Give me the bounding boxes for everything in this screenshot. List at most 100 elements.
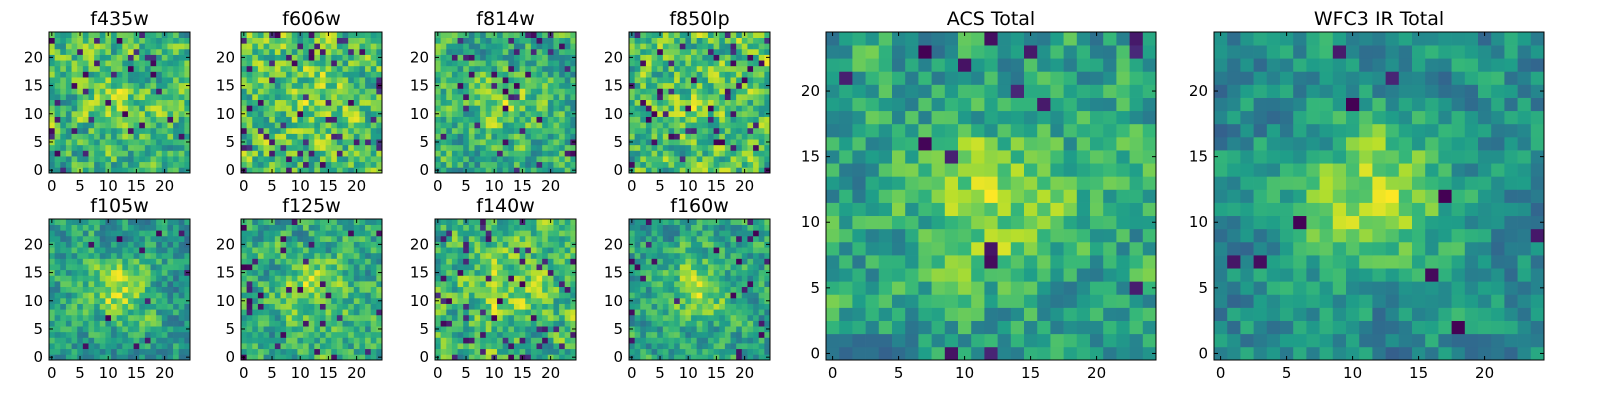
heatmap-cell (325, 309, 332, 316)
heatmap-cell (348, 258, 355, 265)
heatmap-cell (116, 99, 123, 106)
heatmap-cell (94, 116, 101, 123)
x-tick-label: 0 (239, 364, 249, 382)
heatmap-cell (60, 247, 67, 254)
heatmap-cell (150, 105, 157, 112)
heatmap-cell (547, 314, 554, 321)
heatmap-cell (88, 127, 95, 134)
heatmap-cell (303, 326, 310, 333)
heatmap-cell (161, 292, 168, 299)
heatmap-cell (440, 156, 447, 163)
heatmap-cell (674, 269, 681, 276)
heatmap-cell (629, 281, 635, 288)
heatmap-cell (463, 43, 470, 50)
heatmap-cell (370, 82, 377, 89)
heatmap-cell (71, 127, 78, 134)
heatmap-cell (741, 43, 748, 50)
heatmap-cell (331, 82, 338, 89)
heatmap-cell (463, 320, 470, 327)
heatmap-cell (178, 297, 185, 304)
heatmap-cell (263, 331, 270, 338)
heatmap-cell (736, 144, 743, 151)
heatmap-cell (564, 94, 571, 101)
heatmap-cell (508, 32, 515, 38)
heatmap-cell (719, 71, 726, 78)
heatmap-cell (674, 281, 681, 288)
heatmap-cell (640, 116, 647, 123)
heatmap-cell (707, 139, 714, 146)
heatmap-cell (651, 116, 658, 123)
heatmap-cell (116, 94, 123, 101)
heatmap-cell (764, 144, 771, 151)
heatmap-cell (308, 139, 315, 146)
heatmap-cell (446, 281, 453, 288)
heatmap-cell (713, 43, 720, 50)
heatmap-cell (480, 127, 487, 134)
heatmap-cell (82, 241, 89, 248)
heatmap-cell (319, 320, 326, 327)
heatmap-cell (348, 252, 355, 259)
heatmap-cell (764, 65, 771, 72)
heatmap-cell (525, 105, 532, 112)
heatmap-cell (553, 110, 560, 117)
heatmap-cell (525, 37, 532, 44)
heatmap-cell (542, 303, 549, 310)
heatmap-cell (463, 252, 470, 259)
heatmap-cell (553, 230, 560, 237)
heatmap-cell (747, 297, 754, 304)
heatmap-cell (60, 235, 67, 242)
heatmap-cell (674, 110, 681, 117)
heatmap-cell (502, 48, 509, 55)
heatmap-cell (707, 354, 714, 361)
heatmap-cell (724, 297, 731, 304)
heatmap-cell (297, 235, 304, 242)
heatmap-cell (513, 127, 520, 134)
heatmap-cell (485, 286, 492, 293)
heatmap-cell (336, 320, 343, 327)
heatmap-cell (440, 144, 447, 151)
x-tick-label: 5 (75, 364, 85, 382)
heatmap-cell (553, 331, 560, 338)
heatmap-cell (94, 252, 101, 259)
heatmap-cell (634, 348, 641, 355)
heatmap-cell (564, 292, 571, 299)
heatmap-cell (736, 71, 743, 78)
heatmap-cell (691, 48, 698, 55)
heatmap-cell (446, 292, 453, 299)
heatmap-cell (365, 309, 372, 316)
heatmap-cell (691, 286, 698, 293)
x-tick-label: 20 (347, 177, 366, 195)
heatmap-cell (257, 258, 264, 265)
heatmap-cell (331, 297, 338, 304)
heatmap-cell (94, 71, 101, 78)
heatmap-cell (513, 161, 520, 168)
heatmap-cell (564, 60, 571, 67)
heatmap-cell (634, 65, 641, 72)
heatmap-cell (116, 252, 123, 259)
heatmap-cell (274, 297, 281, 304)
heatmap-cell (246, 77, 253, 84)
heatmap-cell (547, 343, 554, 350)
heatmap-cell (286, 314, 293, 321)
heatmap-cell (370, 48, 377, 55)
heatmap-cell (303, 71, 310, 78)
heatmap-cell (99, 343, 106, 350)
heatmap-cell (161, 60, 168, 67)
heatmap-cell (451, 37, 458, 44)
heatmap-cell (127, 94, 134, 101)
heatmap-cell (713, 144, 720, 151)
heatmap-cell (440, 65, 447, 72)
heatmap-cell (559, 156, 566, 163)
heatmap-cell (376, 309, 383, 316)
heatmap-cell (133, 343, 140, 350)
heatmap-cell (297, 337, 304, 344)
heatmap-cell (319, 122, 326, 129)
heatmap-cell (747, 54, 754, 61)
heatmap-cell (662, 32, 669, 38)
heatmap-cell (336, 275, 343, 282)
heatmap-cell (491, 326, 498, 333)
y-tick-label: 5 (225, 320, 235, 338)
heatmap-cell (747, 32, 754, 38)
heatmap-cell (491, 54, 498, 61)
heatmap-cell (173, 139, 180, 146)
